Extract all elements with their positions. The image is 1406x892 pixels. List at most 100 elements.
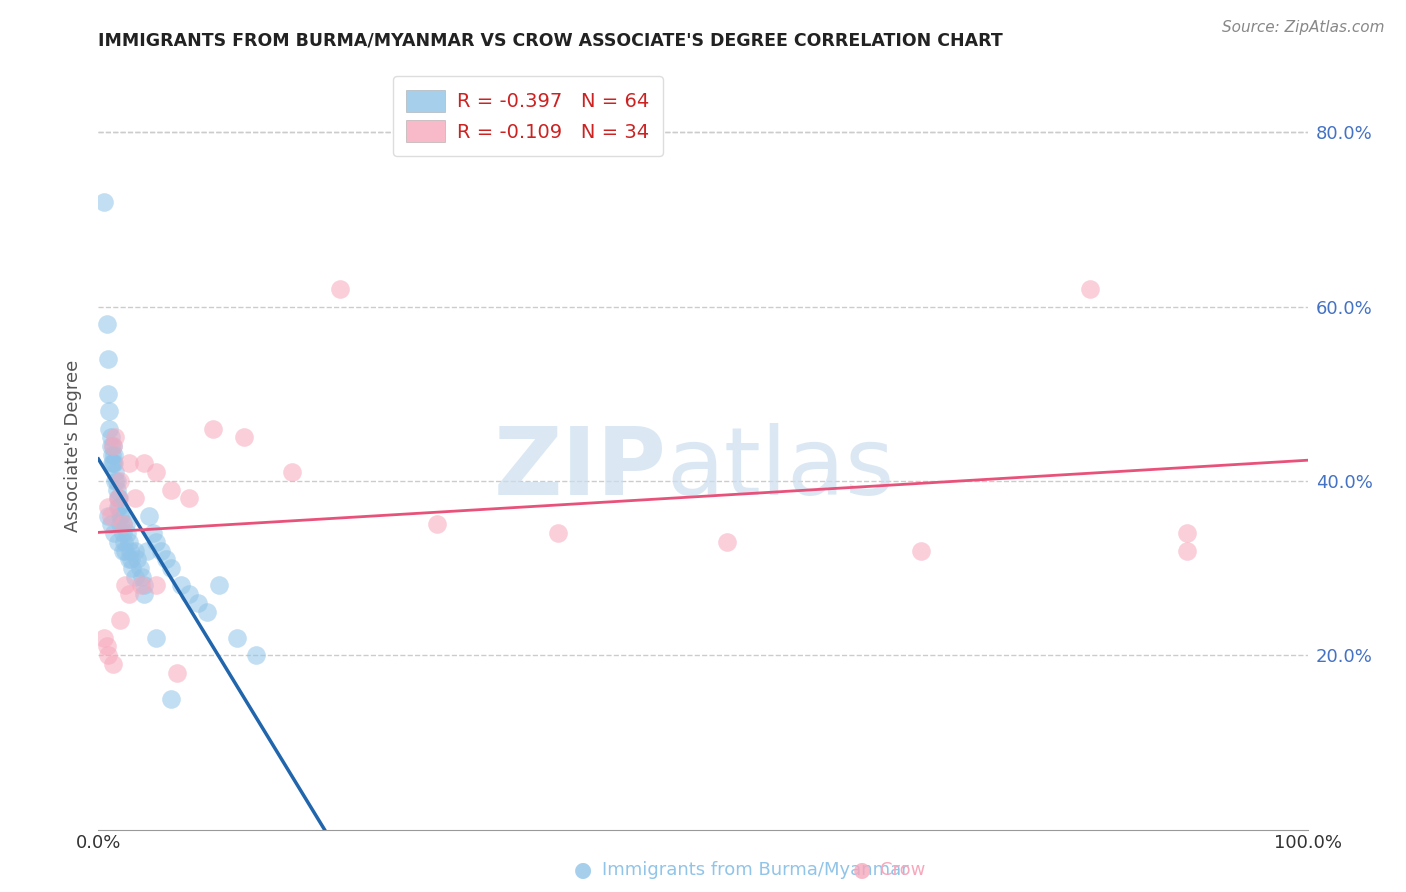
- Point: [111, 517, 134, 532]
- Point: [110, 508, 132, 523]
- Point: [134, 587, 156, 601]
- Point: [124, 491, 146, 506]
- Point: [104, 465, 127, 479]
- Point: [105, 483, 128, 497]
- Point: [100, 430, 122, 444]
- Point: [101, 439, 124, 453]
- Point: [187, 596, 209, 610]
- Point: [121, 561, 143, 575]
- Point: [101, 657, 124, 671]
- Point: [120, 552, 142, 566]
- Point: [150, 543, 173, 558]
- Point: [100, 517, 122, 532]
- Text: atlas: atlas: [666, 423, 896, 515]
- Point: [1175, 543, 1198, 558]
- Point: [98, 404, 121, 418]
- Point: [124, 543, 146, 558]
- Point: [329, 282, 352, 296]
- Point: [107, 500, 129, 514]
- Point: [100, 439, 122, 453]
- Point: [108, 508, 131, 523]
- Point: [104, 430, 127, 444]
- Point: [97, 508, 120, 523]
- Point: [111, 526, 134, 541]
- Point: [134, 457, 156, 471]
- Text: IMMIGRANTS FROM BURMA/MYANMAR VS CROW ASSOCIATE'S DEGREE CORRELATION CHART: IMMIGRANTS FROM BURMA/MYANMAR VS CROW AS…: [98, 32, 1002, 50]
- Point: [96, 317, 118, 331]
- Legend: R = -0.397   N = 64, R = -0.109   N = 34: R = -0.397 N = 64, R = -0.109 N = 34: [392, 76, 662, 156]
- Point: [179, 491, 201, 506]
- Point: [118, 587, 141, 601]
- Point: [208, 578, 231, 592]
- Y-axis label: Associate's Degree: Associate's Degree: [65, 359, 83, 533]
- Point: [202, 421, 225, 435]
- Point: [118, 543, 141, 558]
- Point: [166, 665, 188, 680]
- Point: [138, 508, 160, 523]
- Point: [155, 552, 177, 566]
- Point: [111, 543, 134, 558]
- Point: [100, 457, 122, 471]
- Point: [117, 526, 139, 541]
- Point: [97, 648, 120, 663]
- Point: [100, 508, 122, 523]
- Text: Source: ZipAtlas.com: Source: ZipAtlas.com: [1222, 20, 1385, 35]
- Point: [112, 534, 135, 549]
- Point: [169, 578, 191, 592]
- Point: [101, 439, 124, 453]
- Point: [118, 534, 141, 549]
- Point: [108, 491, 131, 506]
- Point: [426, 517, 449, 532]
- Point: [145, 631, 167, 645]
- Point: [124, 570, 146, 584]
- Point: [96, 640, 118, 654]
- Point: [97, 500, 120, 514]
- Point: [145, 465, 167, 479]
- Point: [107, 534, 129, 549]
- Point: [107, 491, 129, 506]
- Point: [111, 517, 134, 532]
- Point: [1078, 282, 1101, 296]
- Point: [115, 517, 138, 532]
- Point: [129, 578, 152, 592]
- Point: [547, 526, 569, 541]
- Point: [160, 561, 183, 575]
- Point: [716, 534, 738, 549]
- Point: [108, 613, 131, 627]
- Point: [160, 483, 183, 497]
- Point: [114, 578, 136, 592]
- Point: [103, 526, 125, 541]
- Point: [131, 570, 153, 584]
- Text: Immigrants from Burma/Myanmar: Immigrants from Burma/Myanmar: [602, 861, 908, 879]
- Point: [232, 430, 254, 444]
- Point: [98, 421, 121, 435]
- Point: [108, 474, 131, 488]
- Point: [179, 587, 201, 601]
- Point: [105, 474, 128, 488]
- Point: [134, 578, 156, 592]
- Point: [195, 605, 218, 619]
- Point: [145, 578, 167, 592]
- Point: [226, 631, 249, 645]
- Point: [108, 517, 131, 532]
- Point: [245, 648, 267, 663]
- Text: ●: ●: [853, 860, 870, 880]
- Point: [103, 448, 125, 462]
- Point: [118, 552, 141, 566]
- Point: [107, 491, 129, 506]
- Point: [108, 500, 131, 514]
- Point: [104, 474, 127, 488]
- Text: ●: ●: [575, 860, 592, 880]
- Point: [97, 386, 120, 401]
- Point: [114, 543, 136, 558]
- Text: ZIP: ZIP: [494, 423, 666, 515]
- Point: [910, 543, 932, 558]
- Point: [160, 691, 183, 706]
- Point: [101, 457, 124, 471]
- Point: [142, 526, 165, 541]
- Point: [135, 543, 157, 558]
- Text: Crow: Crow: [880, 861, 925, 879]
- Point: [127, 552, 149, 566]
- Point: [93, 194, 115, 209]
- Point: [97, 351, 120, 366]
